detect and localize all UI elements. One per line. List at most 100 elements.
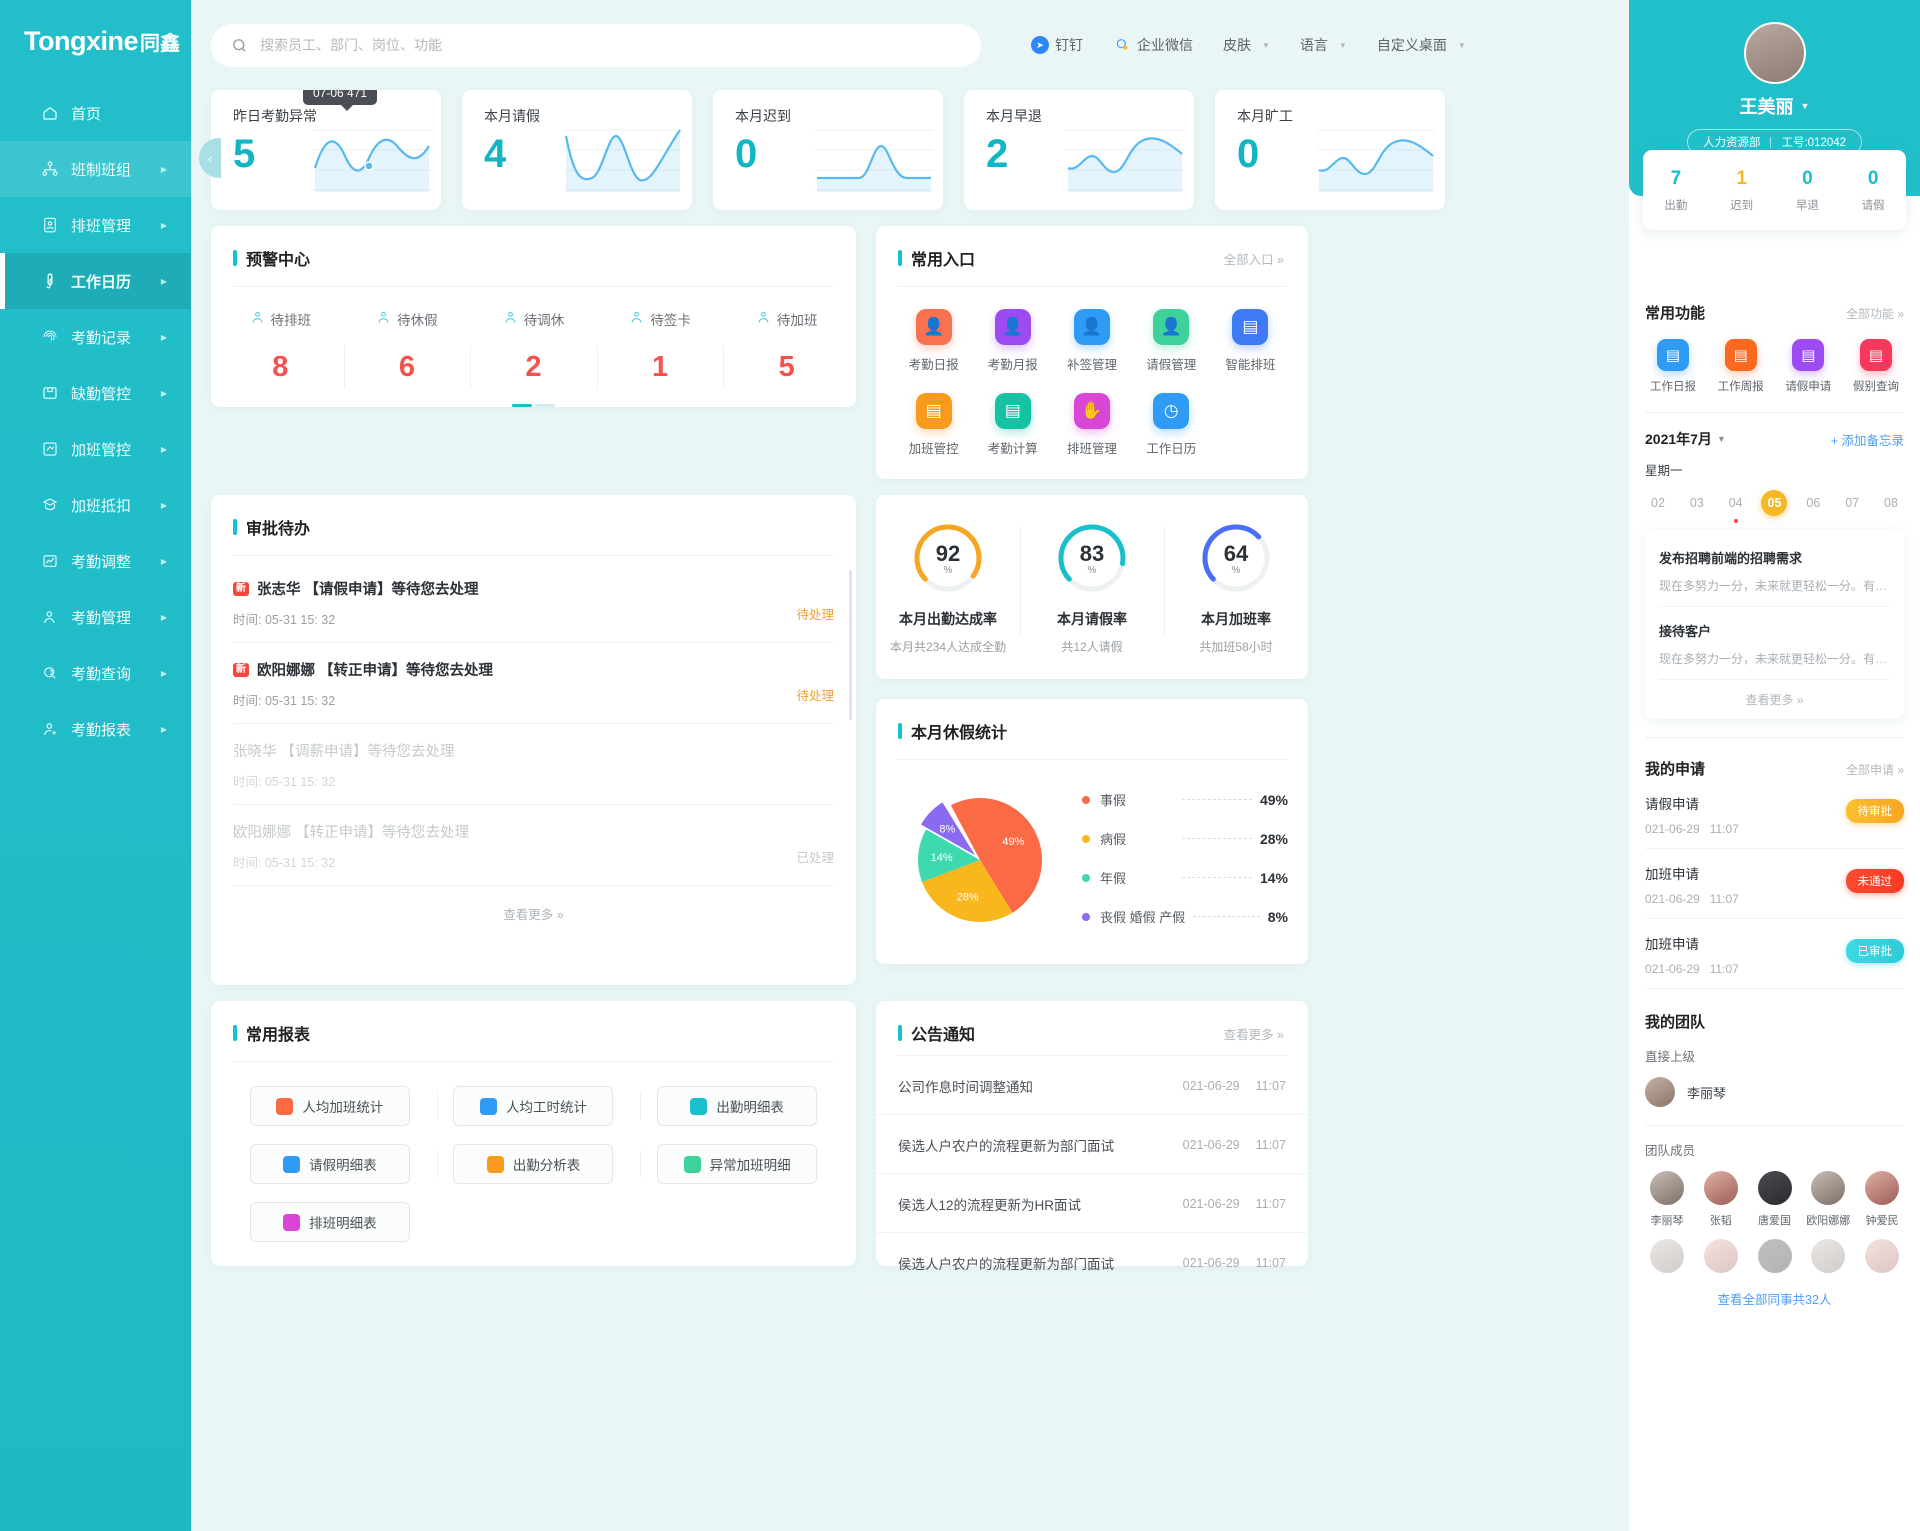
- application-item-1[interactable]: 加班申请 021-06-29 11:07 未通过: [1645, 849, 1904, 919]
- team-member-extra-4[interactable]: [1860, 1239, 1904, 1279]
- notice-item-2[interactable]: 侯选人12的流程更新为HR面试 021-06-29 11:07: [876, 1174, 1308, 1233]
- top-action-4[interactable]: 自定义桌面 ▼: [1377, 35, 1466, 55]
- function-0[interactable]: ▤ 工作日报: [1645, 339, 1701, 394]
- notices-more-link[interactable]: 查看更多 »: [1223, 1027, 1284, 1042]
- report-button-6[interactable]: 排班明细表: [249, 1202, 410, 1242]
- calendar-day-07[interactable]: 07: [1845, 496, 1860, 510]
- pie-slice-1[interactable]: [922, 860, 1013, 922]
- sidebar-item-10[interactable]: 考勤查询 ▶: [0, 645, 191, 701]
- pie-slice-2[interactable]: [918, 829, 980, 883]
- divider: [233, 1061, 834, 1062]
- sidebar-item-6[interactable]: 加班管控 ▶: [0, 421, 191, 477]
- entry-7[interactable]: ✋ 排班管理: [1052, 393, 1131, 457]
- top-action-0[interactable]: ➤ 钉钉: [1031, 35, 1083, 55]
- sidebar-item-11[interactable]: 考勤报表 ▶: [0, 701, 191, 757]
- chevron-down-icon[interactable]: ▼: [1716, 434, 1726, 444]
- application-item-0[interactable]: 请假申请 021-06-29 11:07 待审批: [1645, 779, 1904, 849]
- report-button-0[interactable]: 人均加班统计: [249, 1086, 410, 1126]
- team-member-0[interactable]: 李丽琴: [1645, 1171, 1689, 1229]
- top-action-3[interactable]: 语言 ▼: [1300, 35, 1347, 55]
- calendar-month[interactable]: 2021年7月: [1645, 431, 1712, 447]
- warning-item-4[interactable]: 待加班 5: [723, 309, 850, 389]
- application-item-2[interactable]: 加班申请 021-06-29 11:07 已审批: [1645, 919, 1904, 989]
- stat-card-4[interactable]: 本月旷工 0: [1215, 90, 1445, 210]
- notice-item-0[interactable]: 公司作息时间调整通知 021-06-29 11:07: [876, 1056, 1308, 1115]
- notice-item-1[interactable]: 侯选人户农户的流程更新为部门面试 021-06-29 11:07: [876, 1115, 1308, 1174]
- entry-0[interactable]: 👤 考勤日报: [894, 309, 973, 373]
- sidebar-item-1[interactable]: 班制班组 ▶: [0, 141, 191, 197]
- memo-item-0[interactable]: 发布招聘前端的招聘需求 现在多努力一分，未来就更轻松一分。有时更...: [1659, 534, 1890, 607]
- report-button-5[interactable]: 异常加班明细: [657, 1144, 818, 1184]
- entry-4[interactable]: ▤ 智能排班: [1211, 309, 1290, 373]
- avatar[interactable]: [1743, 22, 1806, 84]
- sidebar-item-0[interactable]: 首页: [0, 85, 191, 141]
- all-applications-link[interactable]: 全部申请 »: [1845, 763, 1904, 777]
- entry-8[interactable]: ◷ 工作日历: [1132, 393, 1211, 457]
- all-colleagues-link[interactable]: 查看全部同事共32人: [1717, 1293, 1832, 1307]
- stat-card-2[interactable]: 本月迟到 0: [713, 90, 943, 210]
- team-member-extra-1[interactable]: [1699, 1239, 1743, 1279]
- approvals-view-more[interactable]: 查看更多 »: [503, 908, 564, 922]
- team-member-extra-0[interactable]: [1645, 1239, 1689, 1279]
- function-1[interactable]: ▤ 工作周报: [1713, 339, 1769, 394]
- calendar-day-08[interactable]: 08: [1884, 496, 1898, 510]
- sidebar-item-3[interactable]: 工作日历 ▶: [0, 253, 191, 309]
- sidebar-item-7[interactable]: 加班抵扣 ▶: [0, 477, 191, 533]
- report-button-3[interactable]: 请假明细表: [249, 1144, 410, 1184]
- search-input[interactable]: 搜索员工、部门、岗位、功能: [211, 23, 981, 67]
- all-entries-link[interactable]: 全部入口 »: [1223, 252, 1284, 267]
- sidebar-item-9[interactable]: 考勤管理 ▶: [0, 589, 191, 645]
- sidebar-item-2[interactable]: 排班管理 ▶: [0, 197, 191, 253]
- team-member-1[interactable]: 张韬: [1699, 1171, 1743, 1229]
- calendar-day-02[interactable]: 02: [1651, 496, 1665, 510]
- report-button-4[interactable]: 出勤分析表: [453, 1144, 614, 1184]
- entry-1[interactable]: 👤 考勤月报: [973, 309, 1052, 373]
- entry-5[interactable]: ▤ 加班管控: [894, 393, 973, 457]
- boss-row[interactable]: 李丽琴: [1645, 1077, 1904, 1107]
- memo-item-1[interactable]: 接待客户 现在多努力一分，未来就更轻松一分。有时更...: [1659, 607, 1890, 680]
- stat-card-3[interactable]: 本月早退 2: [964, 90, 1194, 210]
- top-action-1[interactable]: 企业微信: [1113, 35, 1193, 55]
- all-functions-link[interactable]: 全部功能 »: [1845, 307, 1904, 321]
- add-memo-button[interactable]: + 添加备忘录: [1830, 433, 1904, 448]
- top-action-2[interactable]: 皮肤 ▼: [1223, 35, 1270, 55]
- pie-slice-3[interactable]: [921, 802, 975, 856]
- calendar-day-05[interactable]: 05: [1761, 490, 1788, 516]
- sidebar-item-5[interactable]: 缺勤管控 ▶: [0, 365, 191, 421]
- warning-item-0[interactable]: 待排班 8: [217, 309, 344, 384]
- warning-item-1[interactable]: 待休假 6: [343, 309, 471, 389]
- calendar-day-03[interactable]: 03: [1689, 496, 1704, 510]
- approval-item-1[interactable]: 新欧阳娜娜 【转正申请】等待您去处理 时间: 05-31 15: 32 待处理: [233, 643, 834, 724]
- function-2[interactable]: ▤ 请假申请: [1780, 339, 1836, 394]
- notice-item-3[interactable]: 侯选人户农户的流程更新为部门面试 021-06-29 11:07: [876, 1233, 1308, 1292]
- report-button-1[interactable]: 人均工时统计: [453, 1086, 614, 1126]
- team-member-4[interactable]: 钟爱民: [1860, 1171, 1904, 1229]
- approvals-list[interactable]: 新张志华 【请假申请】等待您去处理 时间: 05-31 15: 32 待处理新欧阳娜…: [211, 556, 856, 886]
- stat-card-1[interactable]: 本月请假 4: [462, 90, 692, 210]
- collapse-left-button[interactable]: ‹: [199, 138, 221, 178]
- team-member-extra-3[interactable]: [1806, 1239, 1850, 1279]
- approval-item-0[interactable]: 新张志华 【请假申请】等待您去处理 时间: 05-31 15: 32 待处理: [233, 562, 834, 643]
- entry-6[interactable]: ▤ 考勤计算: [973, 393, 1052, 457]
- warning-item-3[interactable]: 待签卡 1: [596, 309, 724, 389]
- calendar-day-04[interactable]: 04: [1723, 490, 1749, 523]
- sidebar-item-4[interactable]: 考勤记录 ▶: [0, 309, 191, 365]
- approval-item-2[interactable]: 张晓华 【调薪申请】等待您去处理 时间: 05-31 15: 32: [233, 724, 834, 805]
- team-member-extra-2[interactable]: [1753, 1239, 1797, 1279]
- entry-3[interactable]: 👤 请假管理: [1132, 309, 1211, 373]
- memo-view-more[interactable]: 查看更多 »: [1745, 693, 1804, 707]
- sidebar-item-8[interactable]: 考勤调整 ▶: [0, 533, 191, 589]
- approval-item-3[interactable]: 欧阳娜娜 【转正申请】等待您去处理 时间: 05-31 15: 32 已处理: [233, 805, 834, 886]
- scrollbar[interactable]: [849, 570, 852, 720]
- profile-name[interactable]: 王美丽 ▼: [1740, 93, 1810, 119]
- entry-2[interactable]: 👤 补签管理: [1052, 309, 1131, 373]
- function-3[interactable]: ▤ 假别查询: [1848, 339, 1904, 394]
- stat-card-0[interactable]: 昨日考勤异常 5 07-06 471: [211, 90, 441, 210]
- carousel-dots[interactable]: [211, 404, 856, 407]
- team-member-3[interactable]: 欧阳娜娜: [1806, 1171, 1850, 1229]
- report-button-2[interactable]: 出勤明细表: [657, 1086, 818, 1126]
- calendar-day-06[interactable]: 06: [1806, 496, 1821, 510]
- warning-item-2[interactable]: 待调休 2: [470, 309, 597, 389]
- team-member-2[interactable]: 唐爱国: [1753, 1171, 1797, 1229]
- pie-slice-0[interactable]: [950, 797, 1043, 913]
